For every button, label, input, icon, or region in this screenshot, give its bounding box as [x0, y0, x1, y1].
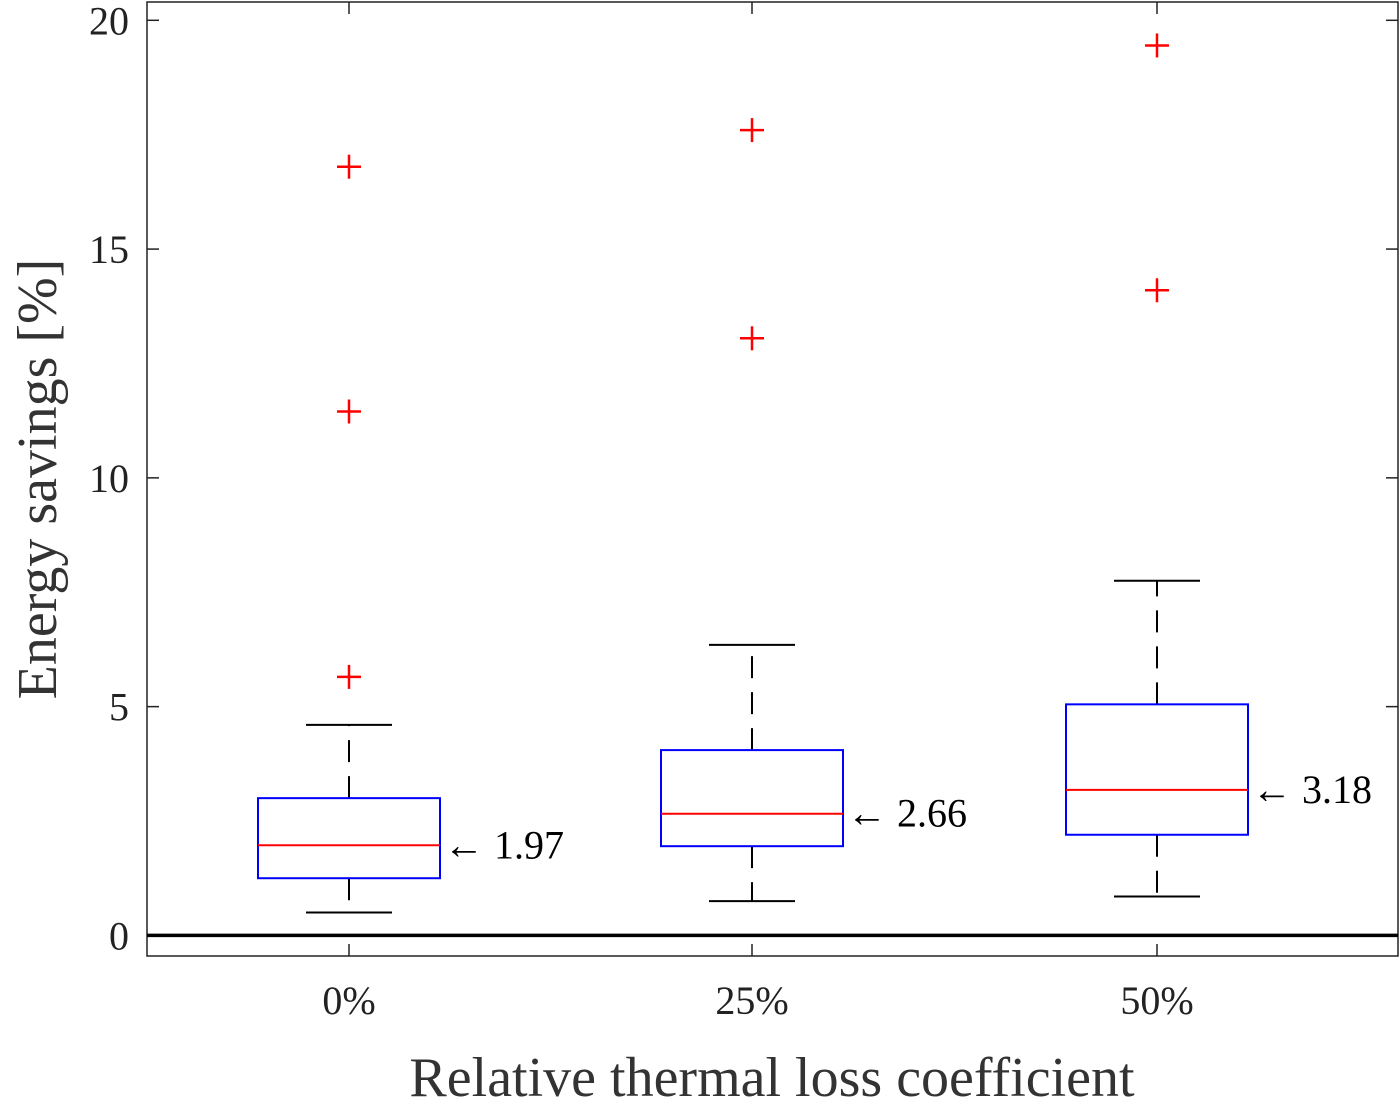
outlier-marker: [337, 664, 361, 689]
y-tick-label: 0: [109, 913, 129, 958]
box: [660, 749, 844, 848]
x-tick-labels: 0% 25% 50%: [322, 2, 1194, 1023]
outlier-marker: [740, 326, 764, 351]
outlier-marker: [337, 399, 361, 424]
outlier-marker: [337, 154, 361, 179]
plot-frame: [146, 1, 1399, 957]
box: [257, 797, 441, 880]
y-tick-label: 15: [89, 227, 129, 272]
median-annotation: ← 3.18: [1252, 767, 1372, 812]
box: [1065, 703, 1249, 836]
box-group: ← 2.66: [660, 118, 967, 903]
x-axis-title: Relative thermal loss coefficient: [409, 1047, 1135, 1103]
x-tick-label: 50%: [1120, 978, 1193, 1023]
x-tick-label: 25%: [715, 978, 788, 1023]
box-group: ← 1.97: [257, 154, 564, 914]
y-tick-label: 10: [89, 456, 129, 501]
median-annotation: ← 2.66: [847, 791, 967, 836]
outlier-marker: [1145, 33, 1169, 58]
outlier-marker: [1145, 278, 1169, 303]
y-tick-labels: 0 5 10 15 20: [89, 0, 129, 958]
box-group: ← 3.18: [1065, 33, 1372, 898]
plot-area-border: [146, 1, 1399, 957]
outlier-marker: [740, 118, 764, 143]
y-tick-label: 20: [89, 0, 129, 43]
median-annotation: ← 1.97: [444, 822, 564, 867]
y-axis-title: Energy savings [%]: [7, 259, 69, 700]
x-tick-label: 0%: [322, 978, 375, 1023]
y-tick-label: 5: [109, 685, 129, 730]
boxes: ← 1.97 ← 2.66 ← 3.18: [257, 33, 1372, 914]
